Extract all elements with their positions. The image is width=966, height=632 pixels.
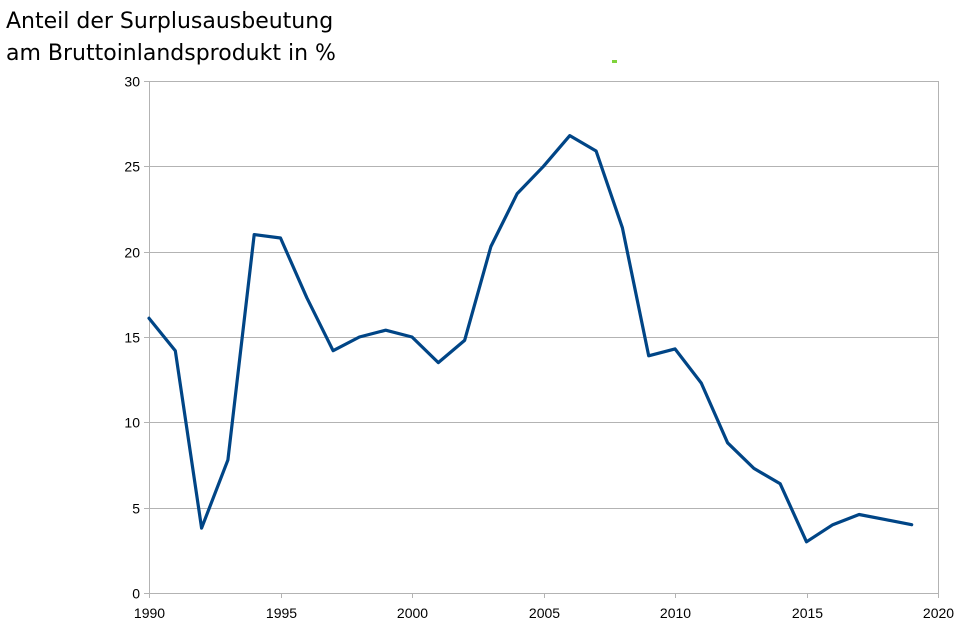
x-tick-label-2000: 2000 [397,605,428,621]
y-tick-label-25: 25 [124,159,140,175]
x-tick-label-2005: 2005 [529,605,560,621]
chart-title-line-1: Anteil der Surplusausbeutung [6,9,334,34]
y-tick-label-15: 15 [124,330,140,346]
x-tick-label-2020: 2020 [923,605,954,621]
x-tick-labels: 1990 1995 2000 2005 2010 2015 2020 [134,605,954,621]
decorative-marker [612,60,617,63]
x-tick-label-1995: 1995 [266,605,297,621]
y-tick-label-10: 10 [124,415,140,431]
y-tick-label-0: 0 [132,586,140,602]
x-tick-label-1990: 1990 [134,605,165,621]
series-group [147,134,914,544]
grid-lines [149,81,938,509]
x-tick-label-2015: 2015 [792,605,823,621]
x-tick-label-2010: 2010 [660,605,691,621]
chart-title: Anteil der Surplusausbeutung am Bruttoin… [6,6,336,70]
y-tick-label-5: 5 [132,501,140,517]
y-tick-labels: 0 5 10 15 20 25 30 [124,74,140,602]
chart-title-line-2: am Bruttoinlandsprodukt in % [6,41,336,66]
y-tick-label-30: 30 [124,74,140,90]
series-line-0 [147,134,914,544]
y-tick-label-20: 20 [124,245,140,261]
axes [144,81,939,598]
